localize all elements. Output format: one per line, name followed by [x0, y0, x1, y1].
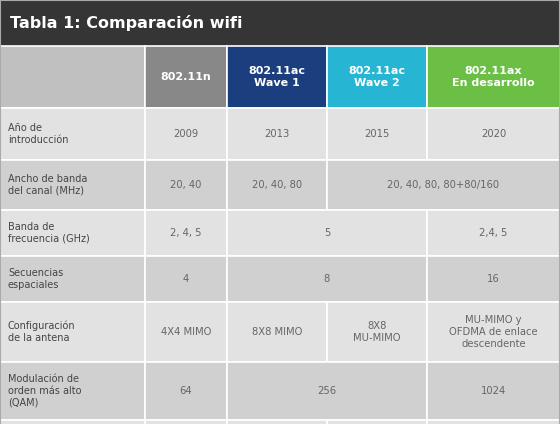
Bar: [227, 256, 427, 302]
Text: 4: 4: [183, 274, 189, 284]
Text: 2, 4, 5: 2, 4, 5: [170, 228, 202, 238]
Text: 802.11n: 802.11n: [161, 72, 211, 82]
Text: Ancho de banda
del canal (MHz): Ancho de banda del canal (MHz): [8, 174, 87, 196]
Text: 8: 8: [324, 274, 330, 284]
Text: 2009: 2009: [174, 129, 199, 139]
Text: 1024: 1024: [481, 386, 506, 396]
Text: 2015: 2015: [365, 129, 390, 139]
Text: Configuración
de la antena: Configuración de la antena: [8, 321, 76, 343]
Bar: [427, 420, 560, 424]
Bar: [227, 210, 427, 256]
Bar: [0, 302, 145, 362]
Bar: [227, 108, 327, 160]
Bar: [145, 420, 227, 424]
Bar: [145, 210, 227, 256]
Bar: [427, 256, 560, 302]
Bar: [145, 302, 227, 362]
Bar: [227, 362, 427, 420]
Bar: [145, 362, 227, 420]
Bar: [0, 46, 145, 108]
Text: 16: 16: [487, 274, 500, 284]
Bar: [327, 108, 427, 160]
Bar: [427, 362, 560, 420]
Bar: [427, 46, 560, 108]
Bar: [327, 420, 427, 424]
Text: Secuencias
espaciales: Secuencias espaciales: [8, 268, 63, 290]
Text: MU-MIMO y
OFDMA de enlace
descendente: MU-MIMO y OFDMA de enlace descendente: [449, 315, 538, 349]
Text: 5: 5: [324, 228, 330, 238]
Text: 64: 64: [180, 386, 192, 396]
Bar: [0, 362, 145, 420]
Text: 2020: 2020: [481, 129, 506, 139]
Bar: [327, 160, 560, 210]
Bar: [227, 420, 327, 424]
Bar: [227, 46, 327, 108]
Text: Año de
introducción: Año de introducción: [8, 123, 68, 145]
Bar: [0, 420, 145, 424]
Bar: [0, 108, 145, 160]
Text: 20, 40, 80, 80+80/160: 20, 40, 80, 80+80/160: [388, 180, 500, 190]
Bar: [0, 160, 145, 210]
Text: 20, 40, 80: 20, 40, 80: [252, 180, 302, 190]
Text: 2,4, 5: 2,4, 5: [479, 228, 508, 238]
Bar: [0, 210, 145, 256]
Text: 256: 256: [318, 386, 337, 396]
Bar: [145, 160, 227, 210]
Bar: [145, 108, 227, 160]
Text: Banda de
frecuencia (GHz): Banda de frecuencia (GHz): [8, 222, 90, 244]
Bar: [145, 256, 227, 302]
Text: 8X8
MU-MIMO: 8X8 MU-MIMO: [353, 321, 401, 343]
Text: 802.11ac
Wave 2: 802.11ac Wave 2: [348, 66, 405, 88]
Bar: [227, 302, 327, 362]
Bar: [327, 302, 427, 362]
Bar: [0, 256, 145, 302]
Text: 802.11ax
En desarrollo: 802.11ax En desarrollo: [452, 66, 535, 88]
Bar: [327, 46, 427, 108]
Bar: [0, 0, 560, 46]
Bar: [145, 46, 227, 108]
Bar: [427, 210, 560, 256]
Text: 802.11ac
Wave 1: 802.11ac Wave 1: [249, 66, 306, 88]
Bar: [227, 160, 327, 210]
Bar: [427, 302, 560, 362]
Text: 4X4 MIMO: 4X4 MIMO: [161, 327, 211, 337]
Text: 20, 40: 20, 40: [170, 180, 202, 190]
Text: 2013: 2013: [264, 129, 290, 139]
Text: 8X8 MIMO: 8X8 MIMO: [252, 327, 302, 337]
Text: Tabla 1: Comparación wifi: Tabla 1: Comparación wifi: [10, 15, 242, 31]
Text: Modulación de
orden más alto
(QAM): Modulación de orden más alto (QAM): [8, 374, 82, 407]
Bar: [427, 108, 560, 160]
